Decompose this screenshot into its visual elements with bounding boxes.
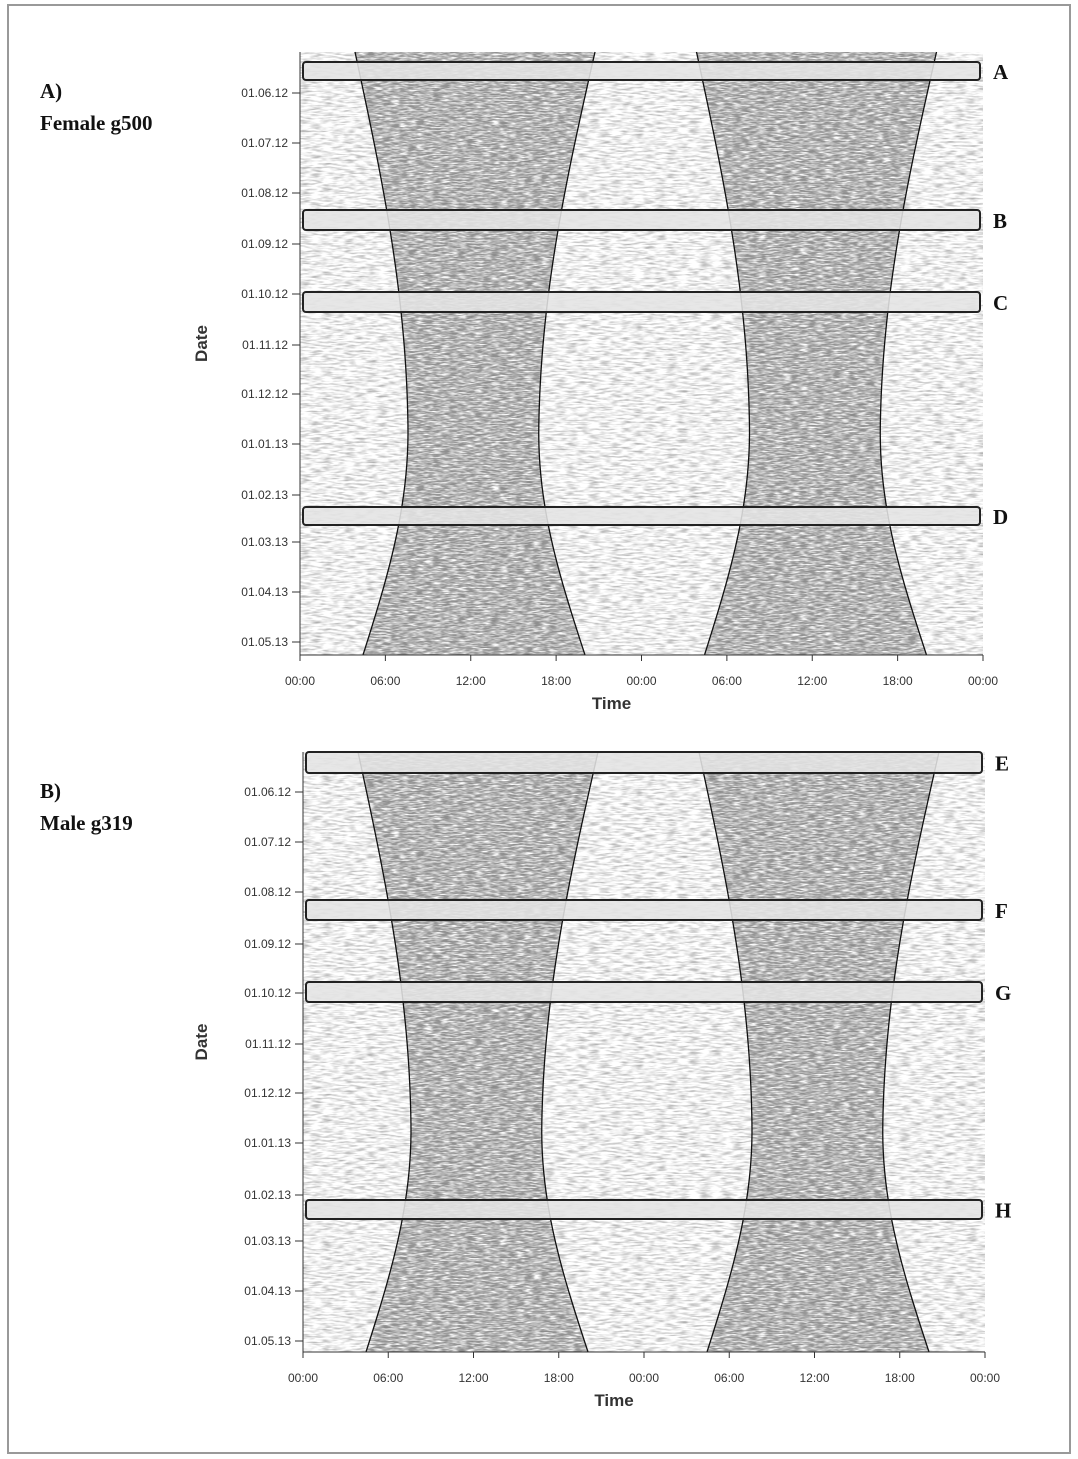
x-tick-label: 00:00	[626, 674, 656, 688]
highlight-box	[305, 981, 983, 1003]
dawn-line	[354, 51, 409, 656]
highlight-box	[302, 291, 981, 313]
x-axis-label: Time	[594, 1391, 633, 1410]
y-tick-label: 01.01.13	[244, 1136, 291, 1150]
y-tick-label: 01.04.13	[244, 1284, 291, 1298]
dusk-line	[882, 751, 940, 1353]
highlight-box	[302, 61, 981, 81]
x-tick-label: 12:00	[799, 1371, 829, 1385]
y-tick-label: 01.02.13	[241, 488, 288, 502]
x-tick-label: 00:00	[629, 1371, 659, 1385]
highlight-box	[302, 209, 981, 231]
y-tick-label: 01.06.12	[241, 86, 288, 100]
dawn-line	[698, 751, 753, 1353]
box-label: A	[993, 60, 1009, 84]
y-tick-label: 01.05.13	[241, 635, 288, 649]
panel-label: A)	[40, 79, 62, 103]
dawn-line	[695, 51, 751, 656]
y-tick-label: 01.09.12	[241, 237, 288, 251]
y-tick-label: 01.10.12	[244, 986, 291, 1000]
y-tick-label: 01.12.12	[241, 387, 288, 401]
box-label: B	[993, 209, 1007, 233]
x-tick-label: 06:00	[373, 1371, 403, 1385]
y-tick-label: 01.10.12	[241, 287, 288, 301]
x-tick-label: 12:00	[456, 674, 486, 688]
x-axis-label: Time	[592, 694, 631, 713]
highlight-box	[305, 751, 983, 774]
x-tick-label: 12:00	[797, 674, 827, 688]
dawn-line	[357, 751, 412, 1353]
y-tick-label: 01.09.12	[244, 937, 291, 951]
x-tick-label: 06:00	[370, 674, 400, 688]
y-tick-label: 01.07.12	[241, 136, 288, 150]
panel-label: B)	[40, 779, 61, 803]
y-tick-label: 01.08.12	[244, 885, 291, 899]
box-label: G	[995, 981, 1011, 1005]
dusk-line	[538, 51, 596, 656]
y-tick-label: 01.06.12	[244, 785, 291, 799]
x-tick-label: 06:00	[712, 674, 742, 688]
x-tick-label: 00:00	[285, 674, 315, 688]
y-tick-label: 01.02.13	[244, 1188, 291, 1202]
y-tick-label: 01.03.13	[241, 535, 288, 549]
x-tick-label: 18:00	[885, 1371, 915, 1385]
y-tick-label: 01.05.13	[244, 1334, 291, 1348]
y-axis-label: Date	[192, 325, 211, 362]
highlight-box	[305, 1199, 983, 1220]
highlight-box	[302, 506, 981, 526]
dusk-line	[541, 751, 599, 1353]
highlight-box	[305, 899, 983, 921]
x-tick-label: 00:00	[970, 1371, 1000, 1385]
box-label: D	[993, 505, 1008, 529]
y-tick-label: 01.11.12	[242, 338, 288, 352]
y-tick-label: 01.07.12	[244, 835, 291, 849]
panel-title: Female g500	[40, 111, 153, 135]
x-tick-label: 18:00	[544, 1371, 574, 1385]
panel-title: Male g319	[40, 811, 133, 835]
dusk-line	[879, 51, 938, 656]
y-axis-label: Date	[192, 1024, 211, 1061]
x-tick-label: 18:00	[541, 674, 571, 688]
x-tick-label: 00:00	[968, 674, 998, 688]
y-tick-label: 01.11.12	[245, 1037, 291, 1051]
y-tick-label: 01.01.13	[241, 437, 288, 451]
frame	[7, 4, 1071, 1454]
y-tick-label: 01.03.13	[244, 1234, 291, 1248]
box-label: H	[995, 1199, 1011, 1223]
x-tick-label: 18:00	[883, 674, 913, 688]
box-label: E	[995, 752, 1009, 776]
x-tick-label: 06:00	[714, 1371, 744, 1385]
y-tick-label: 01.12.12	[244, 1086, 291, 1100]
x-tick-label: 12:00	[458, 1371, 488, 1385]
y-tick-label: 01.04.13	[241, 585, 288, 599]
x-tick-label: 00:00	[288, 1371, 318, 1385]
y-tick-label: 01.08.12	[241, 186, 288, 200]
box-label: C	[993, 291, 1008, 315]
box-label: F	[995, 899, 1008, 923]
